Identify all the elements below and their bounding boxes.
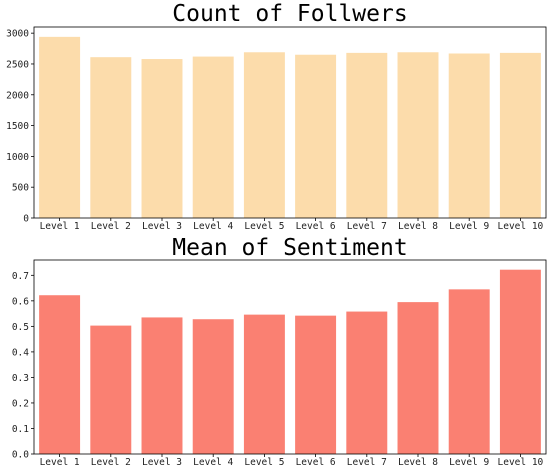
followers-x-tick-label-2: Level 2 — [91, 221, 131, 232]
followers-axes-frame — [33, 26, 547, 219]
followers-x-tick-label-10: Level 10 — [498, 221, 544, 232]
sentiment-x-tick-label-9: Level 9 — [449, 457, 489, 468]
followers-x-tick-label-3: Level 3 — [142, 221, 182, 232]
followers-x-tick-label-1: Level 1 — [40, 221, 80, 232]
sentiment-x-tick-label-8: Level 8 — [398, 457, 438, 468]
followers-bar-3 — [141, 59, 183, 218]
sentiment-bar-3 — [141, 317, 183, 454]
sentiment-x-tick-label-6: Level 6 — [296, 457, 336, 468]
followers-bar-5 — [243, 52, 285, 218]
followers-x-tick-label-5: Level 5 — [244, 221, 284, 232]
sentiment-x-tick-label-10: Level 10 — [498, 457, 544, 468]
followers-y-tick-label-2: 1000 — [6, 152, 29, 163]
followers-bar-9 — [448, 53, 490, 219]
sentiment-bar-8 — [397, 302, 439, 454]
sentiment-axes-frame — [33, 259, 547, 455]
sentiment-bar-6 — [295, 315, 337, 454]
sentiment-bar-2 — [90, 325, 132, 454]
sentiment-y-tick-label-0: 0.0 — [12, 450, 29, 461]
followers-bar-10 — [499, 52, 541, 219]
sentiment-y-tick-label-7: 0.7 — [12, 271, 29, 282]
sentiment-bar-9 — [448, 289, 490, 454]
followers-y-tick-label-5: 2500 — [6, 59, 29, 70]
sentiment-y-tick-label-6: 0.6 — [12, 296, 29, 307]
sentiment-x-tick-label-5: Level 5 — [244, 457, 284, 468]
followers-count-chart: Count of Follwers Level 1 Level 2 Level 3 Le… — [6, 1, 547, 232]
followers-bar-8 — [397, 52, 439, 218]
followers-bar-7 — [346, 52, 388, 219]
sentiment-bar-10 — [499, 269, 541, 454]
sentiment-bar-1 — [39, 295, 81, 454]
sentiment-bar-5 — [243, 314, 285, 454]
followers-y-tick-label-1: 500 — [12, 183, 29, 194]
followers-x-tick-label-7: Level 7 — [347, 221, 387, 232]
sentiment-bar-7 — [346, 311, 388, 454]
followers-x-tick-label-9: Level 9 — [449, 221, 489, 232]
sentiment-y-tick-label-1: 0.1 — [12, 424, 29, 435]
followers-chart-title: Count of Follwers — [172, 1, 407, 27]
followers-x-tick-label-6: Level 6 — [296, 221, 336, 232]
sentiment-chart-title: Mean of Sentiment — [172, 235, 407, 261]
followers-bar-2 — [90, 57, 132, 218]
sentiment-x-tick-label-4: Level 4 — [193, 457, 233, 468]
sentiment-y-tick-label-3: 0.3 — [12, 373, 29, 384]
followers-x-tick-label-8: Level 8 — [398, 221, 438, 232]
followers-y-tick-label-0: 0 — [23, 214, 29, 225]
followers-y-tick-label-6: 3000 — [6, 29, 29, 40]
sentiment-x-tick-label-1: Level 1 — [40, 457, 80, 468]
followers-bar-4 — [192, 56, 234, 219]
sentiment-mean-chart: Mean of Sentiment Level 1 Level 2 Level 3 Le… — [12, 235, 547, 468]
sentiment-y-tick-label-2: 0.2 — [12, 398, 29, 409]
followers-x-tick-label-4: Level 4 — [193, 221, 233, 232]
sentiment-y-tick-label-4: 0.4 — [12, 347, 29, 358]
sentiment-x-tick-label-2: Level 2 — [91, 457, 131, 468]
followers-y-tick-label-3: 1500 — [6, 121, 29, 132]
sentiment-x-tick-label-3: Level 3 — [142, 457, 182, 468]
sentiment-bar-4 — [192, 319, 234, 454]
sentiment-x-tick-label-7: Level 7 — [347, 457, 387, 468]
followers-bar-1 — [39, 36, 81, 218]
sentiment-y-tick-label-5: 0.5 — [12, 322, 29, 333]
followers-y-tick-label-4: 2000 — [6, 90, 29, 101]
followers-bar-6 — [295, 54, 337, 219]
